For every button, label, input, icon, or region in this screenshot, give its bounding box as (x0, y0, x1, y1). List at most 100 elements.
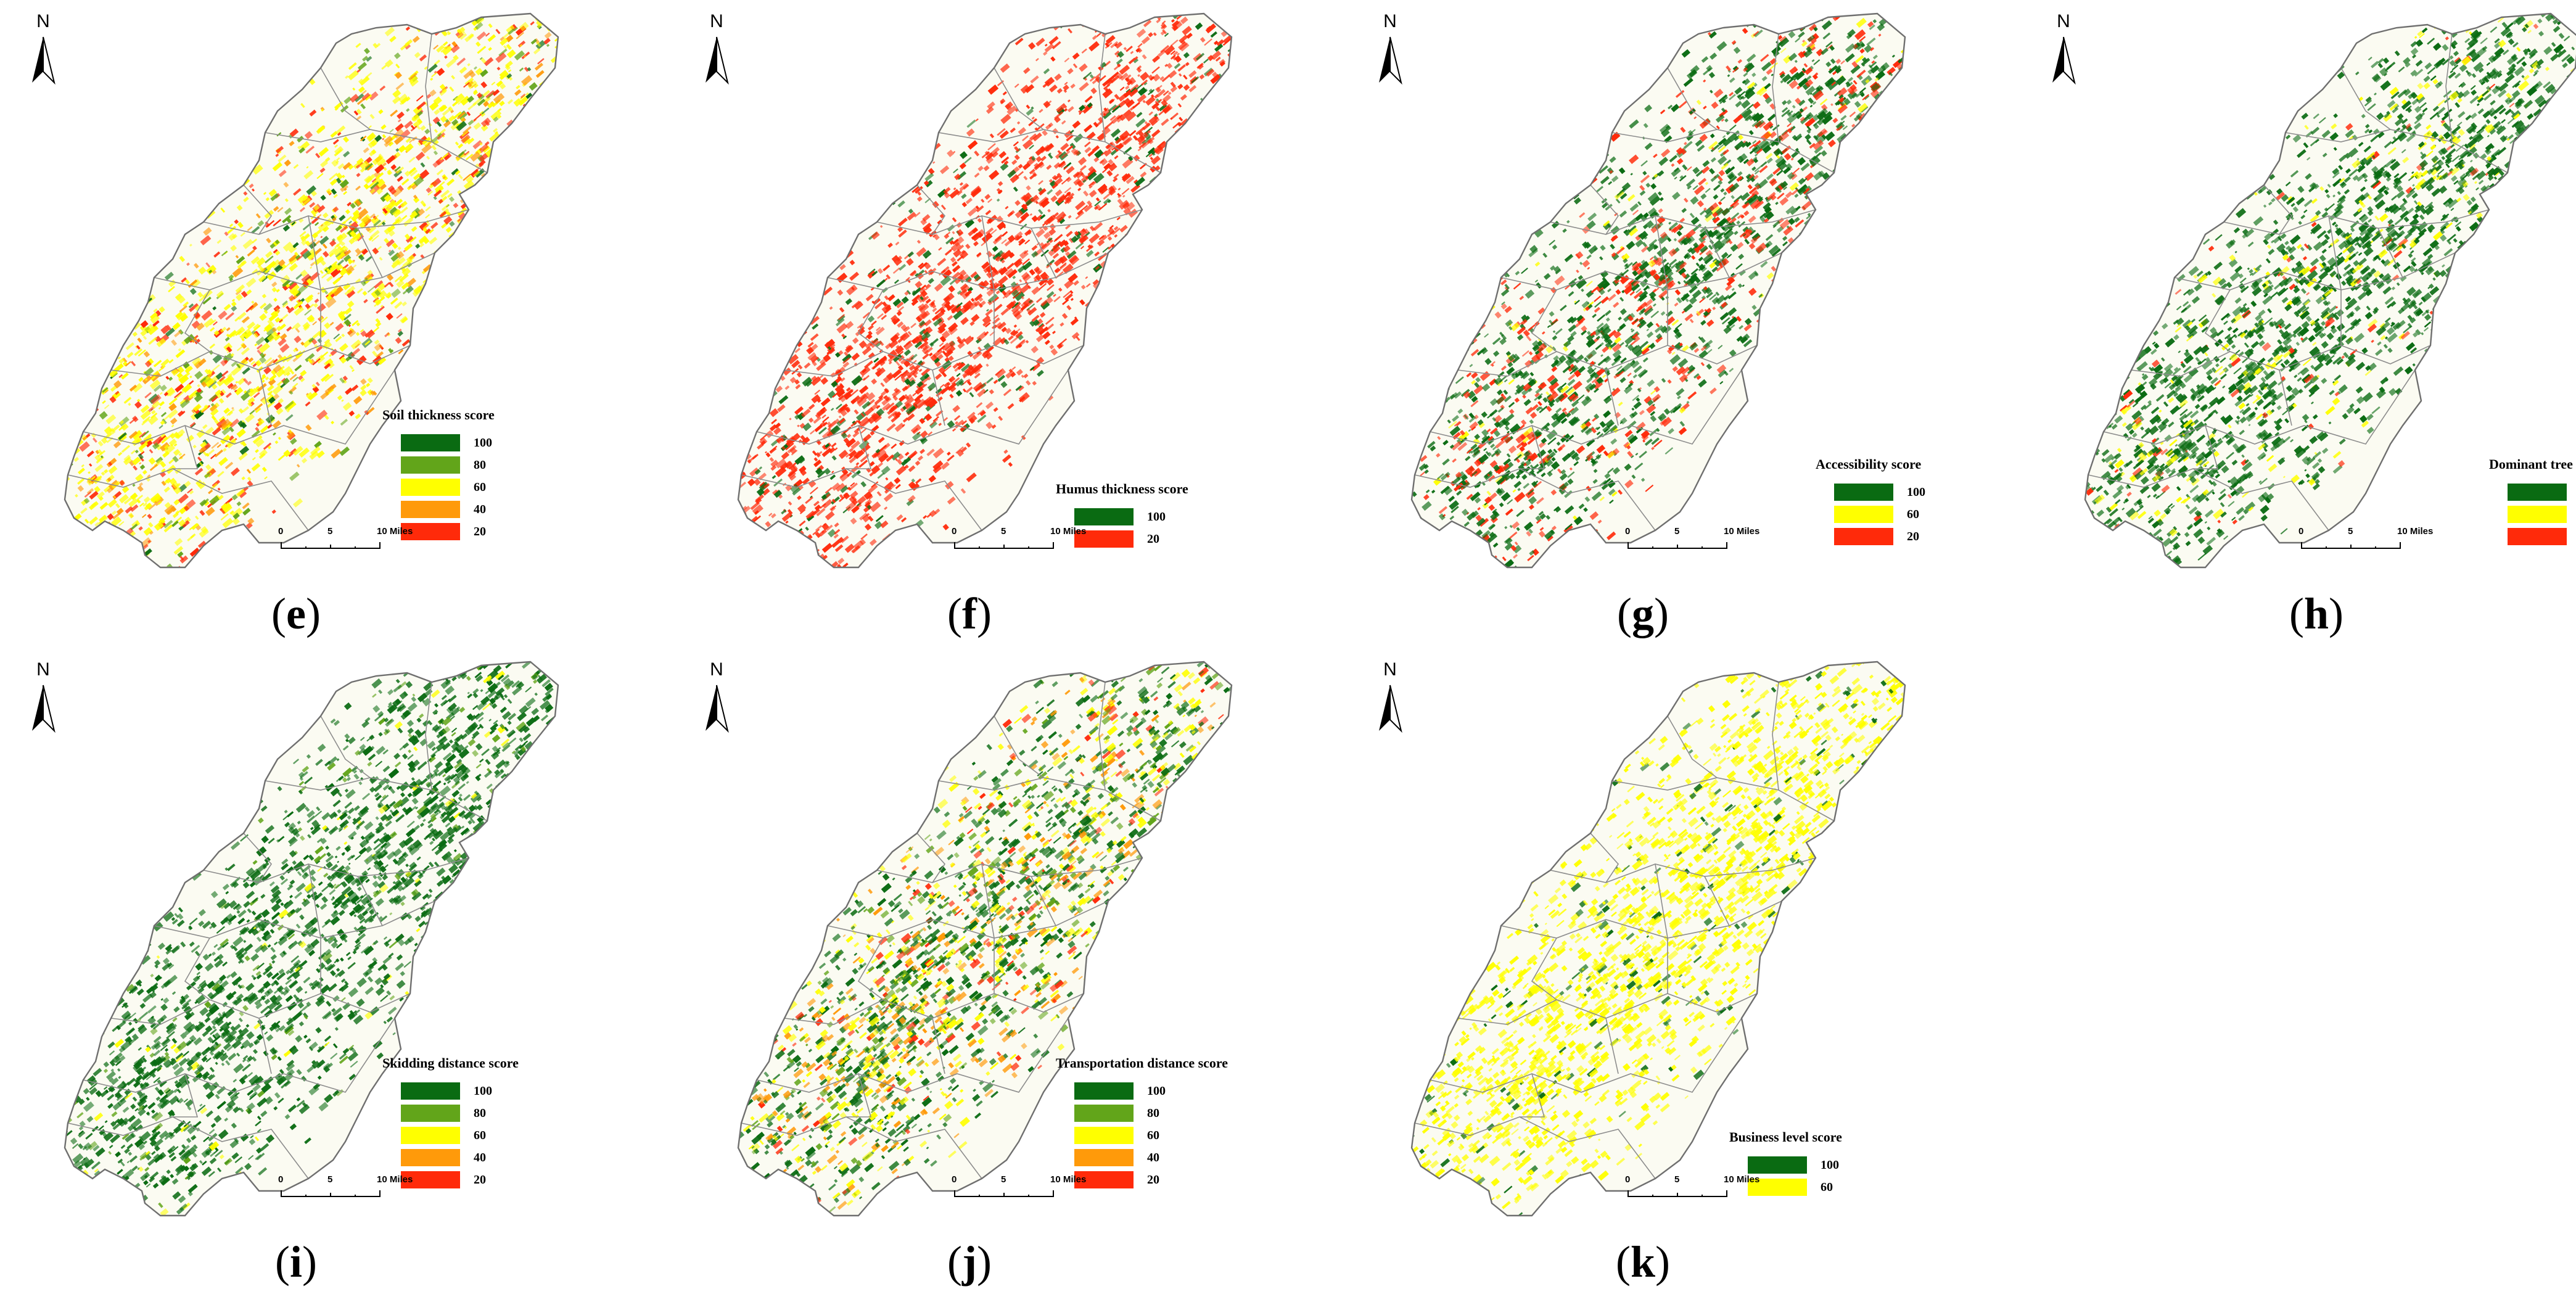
legend: Skidding distance score 100 80 60 40 20 (382, 1055, 519, 1191)
legend-title: Soil thickness score (382, 407, 495, 422)
legend-item: 100 (2508, 481, 2576, 503)
scale-tick-label: 10 Miles (1724, 1174, 1760, 1185)
map-panel-k: N Business level score 100 60 0 5 10 Miles (k) (1347, 648, 2020, 1296)
north-arrow-icon (32, 36, 56, 85)
legend-item: 40 (1074, 1147, 1228, 1169)
legend-value: 20 (1147, 532, 1159, 546)
scale-tick-label: 0 (2298, 526, 2304, 537)
legend-item: 20 (1074, 1169, 1228, 1191)
legend: Transportation distance score 100 80 60 40 20 (1056, 1055, 1228, 1191)
legend-swatch (2508, 506, 2567, 523)
legend-item: 100 (1834, 481, 1925, 503)
legend-item: 100 (1748, 1154, 1842, 1176)
legend-swatch (401, 501, 460, 518)
legend-swatch (401, 1082, 460, 1100)
region-outline (2084, 12, 2576, 569)
legend-item: 60 (1834, 503, 1925, 525)
panel-letter: e (286, 589, 306, 638)
panel-letter: j (962, 1237, 977, 1287)
legend-item: 100 (401, 1080, 519, 1102)
legend-swatch (2508, 528, 2567, 545)
region-outline (1410, 12, 1906, 569)
region-outline (737, 12, 1233, 569)
legend-value: 100 (1821, 1158, 1839, 1172)
legend-title: Skidding distance score (382, 1055, 519, 1071)
legend-swatch (1074, 1171, 1134, 1188)
panel-label: (j) (947, 1237, 992, 1287)
legend-swatch (401, 456, 460, 474)
north-label: N (36, 659, 50, 680)
map-f (737, 12, 1233, 569)
legend-item: 60 (401, 1124, 519, 1147)
legend-title: Accessibility score (1816, 456, 1922, 472)
legend-item: 60 (2508, 503, 2576, 525)
north-label: N (710, 659, 723, 680)
legend: Soil thickness score 100 80 60 40 20 (382, 407, 495, 543)
map-panel-i: N Skidding distance score 100 80 60 40 20 0 5 10 … (0, 648, 673, 1296)
map-panel-g: N Accessibility score 100 60 20 0 5 10 Miles (g) (1347, 0, 2020, 648)
scale-bar-line (1627, 1190, 1727, 1197)
scale-bar: 0 5 10 Miles (952, 1174, 1086, 1202)
scale-bar: 0 5 10 Miles (278, 526, 413, 554)
panel-letter: f (962, 589, 977, 638)
score-raster (738, 14, 1232, 567)
north-label: N (1383, 11, 1397, 31)
legend-swatch (1834, 528, 1893, 545)
legend: Business level score 100 60 (1729, 1129, 1842, 1198)
panel-letter: h (2303, 589, 2329, 638)
score-raster (65, 662, 558, 1216)
legend-item: 80 (401, 1102, 519, 1124)
panel-letter: i (289, 1237, 302, 1287)
north-arrow: N (1372, 659, 1421, 733)
legend-item: 80 (1074, 1102, 1228, 1124)
legend-value: 60 (1907, 507, 1919, 521)
legend-item: 20 (2508, 525, 2576, 548)
scale-tick-label: 0 (1625, 526, 1631, 537)
north-arrow: N (25, 11, 74, 85)
map-panel-j: N Transportation distance score 100 80 60 40 2… (673, 648, 1347, 1296)
legend-swatch (1748, 1179, 1807, 1196)
panel-letter: k (1630, 1237, 1656, 1287)
legend-swatch (1074, 1082, 1134, 1100)
legend-swatch (401, 1171, 460, 1188)
region-outline (737, 661, 1233, 1217)
legend-swatch (2508, 484, 2567, 501)
panel-label: (g) (1617, 589, 1669, 638)
north-arrow-icon (706, 36, 729, 85)
legend-item: 60 (1074, 1124, 1228, 1147)
legend-swatch (1074, 508, 1134, 525)
legend-swatch (401, 523, 460, 540)
scale-tick-label: 10 Miles (377, 1174, 413, 1185)
district-boundaries (1414, 681, 1835, 1179)
panel-label: (k) (1615, 1237, 1670, 1287)
scale-tick-label: 0 (278, 1174, 284, 1185)
map-g (1410, 12, 1906, 569)
legend-swatch (401, 1127, 460, 1144)
legend-value: 100 (474, 435, 492, 450)
legend-value: 100 (1147, 509, 1166, 524)
scale-tick-label: 5 (2348, 526, 2353, 537)
legend-swatch (401, 1149, 460, 1166)
north-label: N (2057, 11, 2070, 31)
legend-value: 20 (1907, 529, 1919, 543)
legend-value: 20 (1147, 1172, 1159, 1187)
legend-value: 60 (1821, 1180, 1833, 1194)
north-label: N (710, 11, 723, 31)
north-arrow-icon (1379, 685, 1402, 733)
region-outline (64, 661, 559, 1217)
legend-swatch (1074, 1149, 1134, 1166)
scale-bar-line (281, 1190, 381, 1197)
legend-value: 40 (1147, 1150, 1159, 1164)
panel-label: (f) (947, 589, 992, 638)
scale-tick-label: 0 (952, 1174, 957, 1185)
legend-value: 60 (1147, 1128, 1159, 1142)
north-arrow: N (1372, 11, 1421, 85)
scale-bar: 0 5 10 Miles (2298, 526, 2433, 554)
legend-value: 60 (474, 1128, 486, 1142)
district-boundaries (2088, 33, 2508, 531)
map-j (737, 661, 1233, 1217)
district-boundaries (741, 33, 1161, 531)
legend-item: 60 (401, 476, 495, 498)
